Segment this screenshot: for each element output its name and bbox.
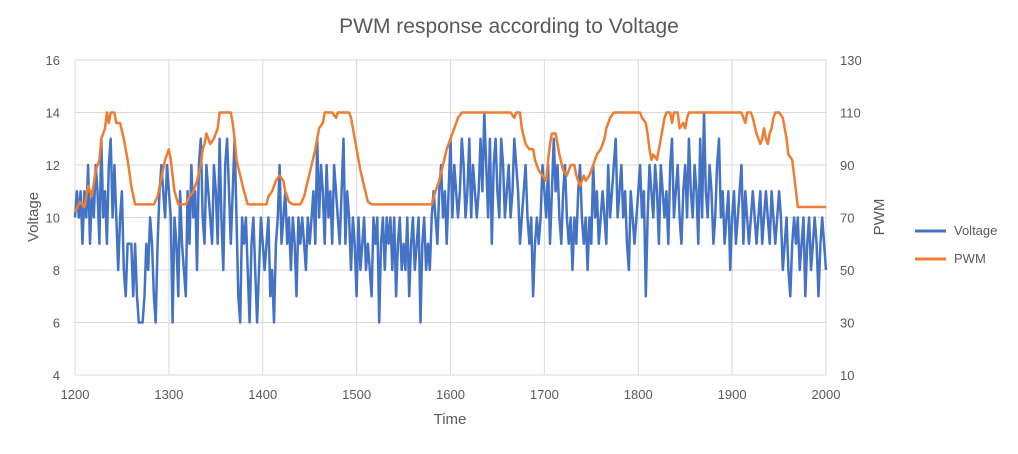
x-axis-ticks: 1200 1300 1400 1500 1600 1700 1800 1900 2000 — [61, 387, 841, 402]
y2-tick-label: 50 — [840, 263, 854, 278]
y-tick-label: 12 — [46, 158, 60, 173]
y-tick-label: 16 — [46, 53, 60, 68]
x-tick-label: 1700 — [530, 387, 559, 402]
y-tick-label: 8 — [53, 263, 60, 278]
x-tick-label: 1800 — [624, 387, 653, 402]
legend: Voltage PWM — [915, 223, 997, 266]
legend-label-voltage: Voltage — [954, 223, 997, 238]
y-tick-label: 6 — [53, 316, 60, 331]
series-line-pwm — [73, 111, 826, 213]
y2-tick-label: 30 — [840, 316, 854, 331]
y2-tick-label: 110 — [840, 106, 861, 121]
y-tick-label: 10 — [46, 211, 60, 226]
series-lines — [73, 111, 828, 324]
x-tick-label: 1900 — [718, 387, 747, 402]
y2-tick-label: 90 — [840, 158, 854, 173]
y2-axis-title: PWM — [871, 199, 888, 236]
y-tick-label: 14 — [46, 106, 60, 121]
y2-tick-label: 70 — [840, 211, 854, 226]
x-axis-title: Time — [434, 411, 467, 428]
legend-label-pwm: PWM — [954, 251, 986, 266]
y2-tick-label: 10 — [840, 368, 854, 383]
x-tick-label: 2000 — [812, 387, 841, 402]
x-tick-label: 1500 — [342, 387, 371, 402]
y2-axis-ticks: 10 30 50 70 90 110 130 — [840, 53, 862, 383]
y-axis-title: Voltage — [25, 192, 42, 242]
x-tick-label: 1200 — [61, 387, 90, 402]
y-axis-ticks: 4 6 8 10 12 14 16 — [46, 53, 60, 383]
y2-tick-label: 130 — [840, 53, 862, 68]
x-tick-label: 1300 — [154, 387, 183, 402]
x-tick-label: 1400 — [248, 387, 277, 402]
chart-title: PWM response according to Voltage — [339, 15, 679, 38]
y-tick-label: 4 — [53, 368, 60, 383]
x-tick-label: 1600 — [436, 387, 465, 402]
